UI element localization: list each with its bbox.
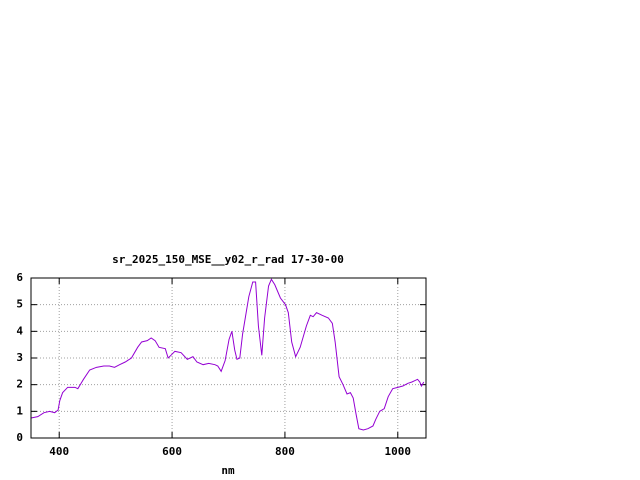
x-tick-label: 400 xyxy=(49,445,69,458)
y-tick-label: 6 xyxy=(16,271,23,284)
y-tick-label: 1 xyxy=(16,404,23,417)
plot-border xyxy=(30,277,427,439)
data-line xyxy=(30,278,425,431)
x-axis-label: nm xyxy=(221,464,235,477)
x-tick-label: 1000 xyxy=(385,445,412,458)
y-tick-label: 5 xyxy=(16,298,23,311)
y-tick-label: 4 xyxy=(16,324,23,337)
y-tick-label: 3 xyxy=(16,351,23,364)
x-tick-label: 800 xyxy=(275,445,295,458)
y-tick-label: 0 xyxy=(16,431,23,444)
chart-title: sr_2025_150_MSE__y02_r_rad 17-30-00 xyxy=(112,253,344,266)
x-tick-label: 600 xyxy=(162,445,182,458)
y-tick-label: 2 xyxy=(16,378,23,391)
